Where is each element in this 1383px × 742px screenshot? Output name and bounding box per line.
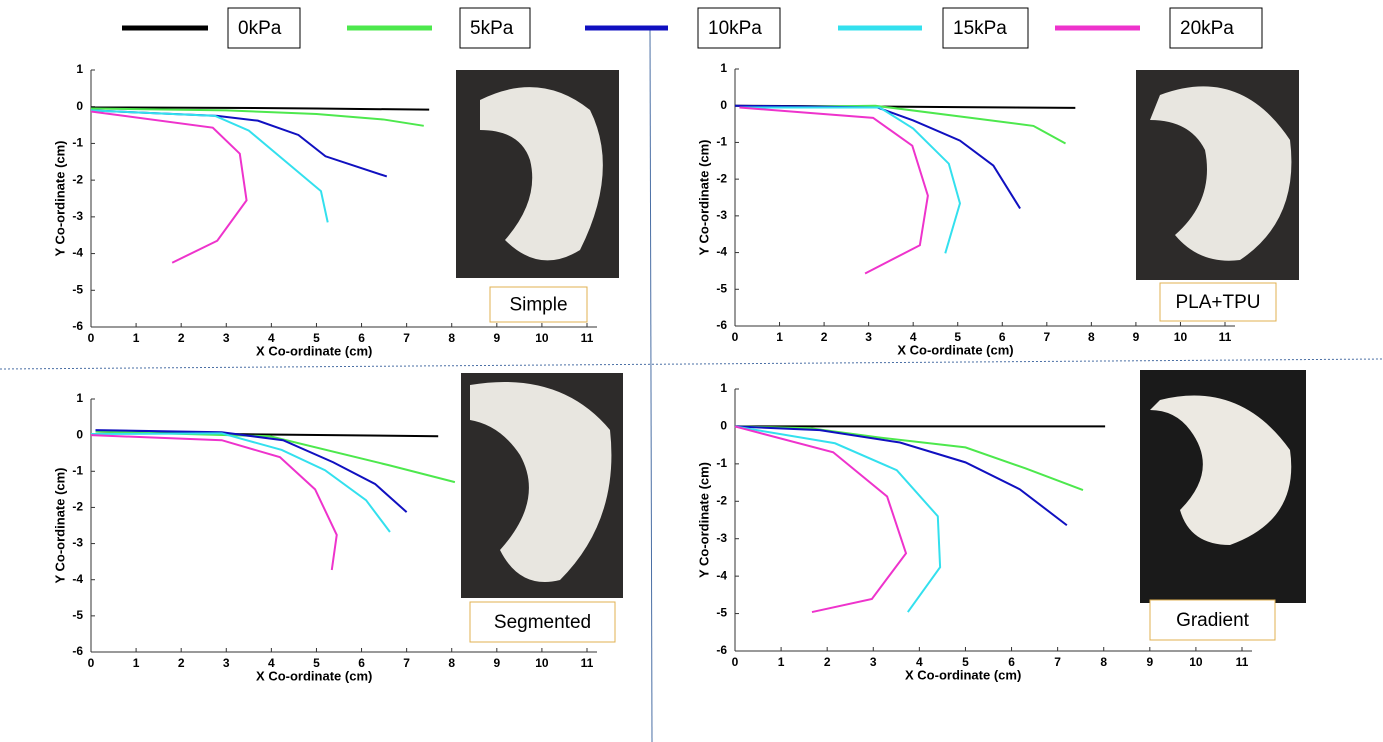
x-tick-label: 9 <box>1146 655 1153 669</box>
data-line <box>91 111 247 262</box>
x-tick-label: 10 <box>1189 655 1203 669</box>
y-tick-label: -1 <box>72 463 83 477</box>
x-tick-label: 8 <box>1088 330 1095 344</box>
y-tick-label: -3 <box>72 536 83 550</box>
x-axis-label: X Co-ordinate (cm) <box>897 342 1013 357</box>
y-tick-label: 1 <box>720 381 727 395</box>
panel-label: PLA+TPU <box>1175 292 1260 313</box>
legend-label: 10kPa <box>708 18 762 39</box>
x-tick-label: 1 <box>776 330 783 344</box>
y-tick-label: -1 <box>72 136 83 150</box>
data-line <box>91 435 337 570</box>
y-tick-label: -1 <box>716 135 727 149</box>
x-tick-label: 11 <box>1219 330 1232 344</box>
legend-label: 15kPa <box>953 18 1007 39</box>
x-tick-label: 1 <box>133 656 140 670</box>
x-tick-label: 11 <box>581 331 594 345</box>
divider <box>0 359 1383 369</box>
x-tick-label: 3 <box>223 331 230 345</box>
x-tick-label: 11 <box>1236 655 1249 669</box>
x-tick-label: 2 <box>178 331 185 345</box>
x-tick-label: 8 <box>1100 655 1107 669</box>
x-tick-label: 10 <box>535 656 549 670</box>
y-tick-label: 0 <box>76 99 83 113</box>
y-axis-label: Y Co-ordinate (cm) <box>696 462 711 578</box>
y-tick-label: -5 <box>716 606 727 620</box>
panel-label: Gradient <box>1176 610 1250 631</box>
y-axis-label: Y Co-ordinate (cm) <box>52 467 67 583</box>
x-tick-label: 1 <box>133 331 140 345</box>
y-axis-label: Y Co-ordinate (cm) <box>696 139 711 255</box>
x-tick-label: 7 <box>1043 330 1050 344</box>
x-tick-label: 10 <box>535 331 549 345</box>
y-tick-label: -6 <box>716 318 727 332</box>
y-tick-label: -3 <box>716 208 727 222</box>
x-tick-label: 3 <box>865 330 872 344</box>
x-tick-label: 3 <box>870 655 877 669</box>
data-line <box>91 110 387 176</box>
x-tick-label: 2 <box>821 330 828 344</box>
y-tick-label: -2 <box>716 493 727 507</box>
x-tick-label: 7 <box>403 656 410 670</box>
x-tick-label: 8 <box>448 656 455 670</box>
legend-label: 20kPa <box>1180 18 1234 39</box>
legend-label: 0kPa <box>238 18 282 39</box>
y-tick-label: -6 <box>72 319 83 333</box>
panel-label: Simple <box>509 295 567 316</box>
y-tick-label: 1 <box>76 62 83 76</box>
y-tick-label: -6 <box>716 643 727 657</box>
x-tick-label: 9 <box>493 656 500 670</box>
y-tick-label: 1 <box>720 61 727 75</box>
data-line <box>735 426 906 612</box>
y-tick-label: -3 <box>716 531 727 545</box>
x-tick-label: 1 <box>778 655 785 669</box>
y-tick-label: 0 <box>76 427 83 441</box>
y-tick-label: -4 <box>72 572 83 586</box>
x-axis-label: X Co-ordinate (cm) <box>256 343 372 358</box>
y-tick-label: -2 <box>72 500 83 514</box>
data-line <box>739 108 960 254</box>
y-tick-label: -5 <box>716 281 727 295</box>
x-tick-label: 10 <box>1174 330 1188 344</box>
y-tick-label: -4 <box>716 568 727 582</box>
x-tick-label: 7 <box>1054 655 1061 669</box>
x-axis-label: X Co-ordinate (cm) <box>905 667 1021 682</box>
y-tick-label: -6 <box>72 644 83 658</box>
y-tick-label: -4 <box>716 245 727 259</box>
x-tick-label: 11 <box>581 656 594 670</box>
y-tick-label: -2 <box>716 171 727 185</box>
divider <box>650 30 652 742</box>
data-line <box>91 433 390 532</box>
x-tick-label: 8 <box>448 331 455 345</box>
x-tick-label: 0 <box>732 330 739 344</box>
x-tick-label: 2 <box>178 656 185 670</box>
y-tick-label: -5 <box>72 608 83 622</box>
y-tick-label: 0 <box>720 419 727 433</box>
y-tick-label: -1 <box>716 456 727 470</box>
y-tick-label: -3 <box>72 209 83 223</box>
x-tick-label: 3 <box>223 656 230 670</box>
y-tick-label: -5 <box>72 282 83 296</box>
data-line <box>735 426 940 612</box>
x-tick-label: 9 <box>493 331 500 345</box>
panel-label: Segmented <box>494 612 591 633</box>
data-line <box>739 108 927 274</box>
figure: 0kPa5kPa10kPa15kPa20kPa01234567891011-6-… <box>0 0 1383 742</box>
y-tick-label: 1 <box>76 391 83 405</box>
x-tick-label: 7 <box>403 331 410 345</box>
legend-label: 5kPa <box>470 18 514 39</box>
x-tick-label: 2 <box>824 655 831 669</box>
x-tick-label: 9 <box>1133 330 1140 344</box>
x-tick-label: 0 <box>732 655 739 669</box>
y-tick-label: 0 <box>720 98 727 112</box>
x-axis-label: X Co-ordinate (cm) <box>256 668 372 683</box>
x-tick-label: 0 <box>88 331 95 345</box>
y-tick-label: -2 <box>72 172 83 186</box>
x-tick-label: 0 <box>88 656 95 670</box>
y-axis-label: Y Co-ordinate (cm) <box>52 140 67 256</box>
y-tick-label: -4 <box>72 246 83 260</box>
